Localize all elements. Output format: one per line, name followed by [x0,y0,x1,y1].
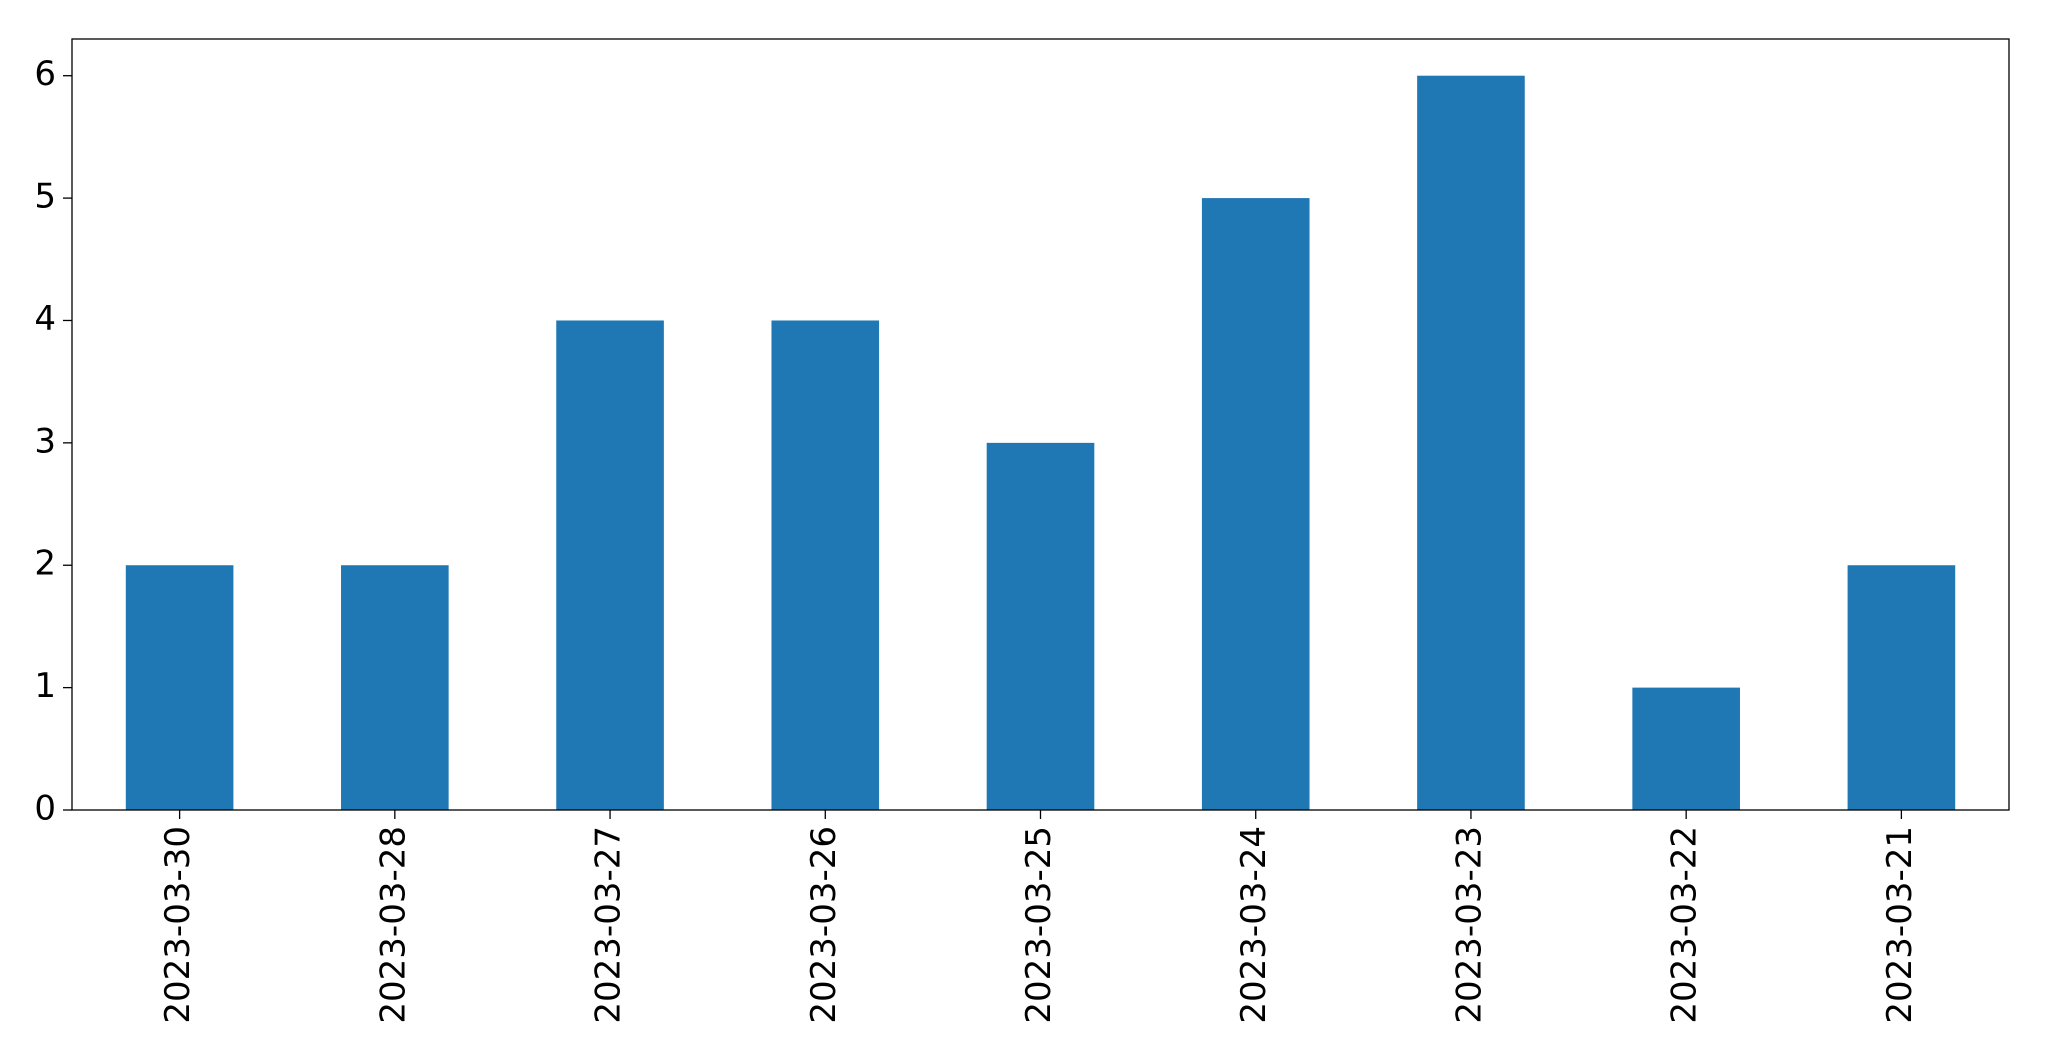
bar [341,565,449,810]
bar [125,565,234,810]
y-tick-label: 4 [34,299,56,339]
x-tick-label: 2023-03-21 [1880,826,1920,1024]
bar [1417,75,1525,810]
bar [1201,198,1310,811]
bar [1632,687,1740,810]
bar [556,320,664,810]
bar [1847,565,1956,810]
plot-frame [71,38,2010,811]
x-tick-label: 2023-03-26 [804,826,844,1024]
y-tick-label: 0 [34,789,56,829]
bar [986,442,1095,810]
x-tick-label: 2023-03-30 [158,826,198,1024]
x-tick-label: 2023-03-22 [1665,826,1705,1024]
x-tick-label: 2023-03-28 [373,826,413,1024]
y-tick-label: 3 [34,421,56,461]
x-tick-label: 2023-03-24 [1234,826,1274,1024]
y-tick-label: 5 [34,177,56,217]
x-tick-label: 2023-03-27 [589,826,629,1024]
y-tick-label: 6 [34,54,56,94]
x-tick-label: 2023-03-25 [1019,826,1059,1024]
bar [771,320,880,810]
y-tick-label: 1 [34,666,56,706]
x-tick-label: 2023-03-23 [1449,826,1489,1024]
y-tick-label: 2 [34,544,56,584]
